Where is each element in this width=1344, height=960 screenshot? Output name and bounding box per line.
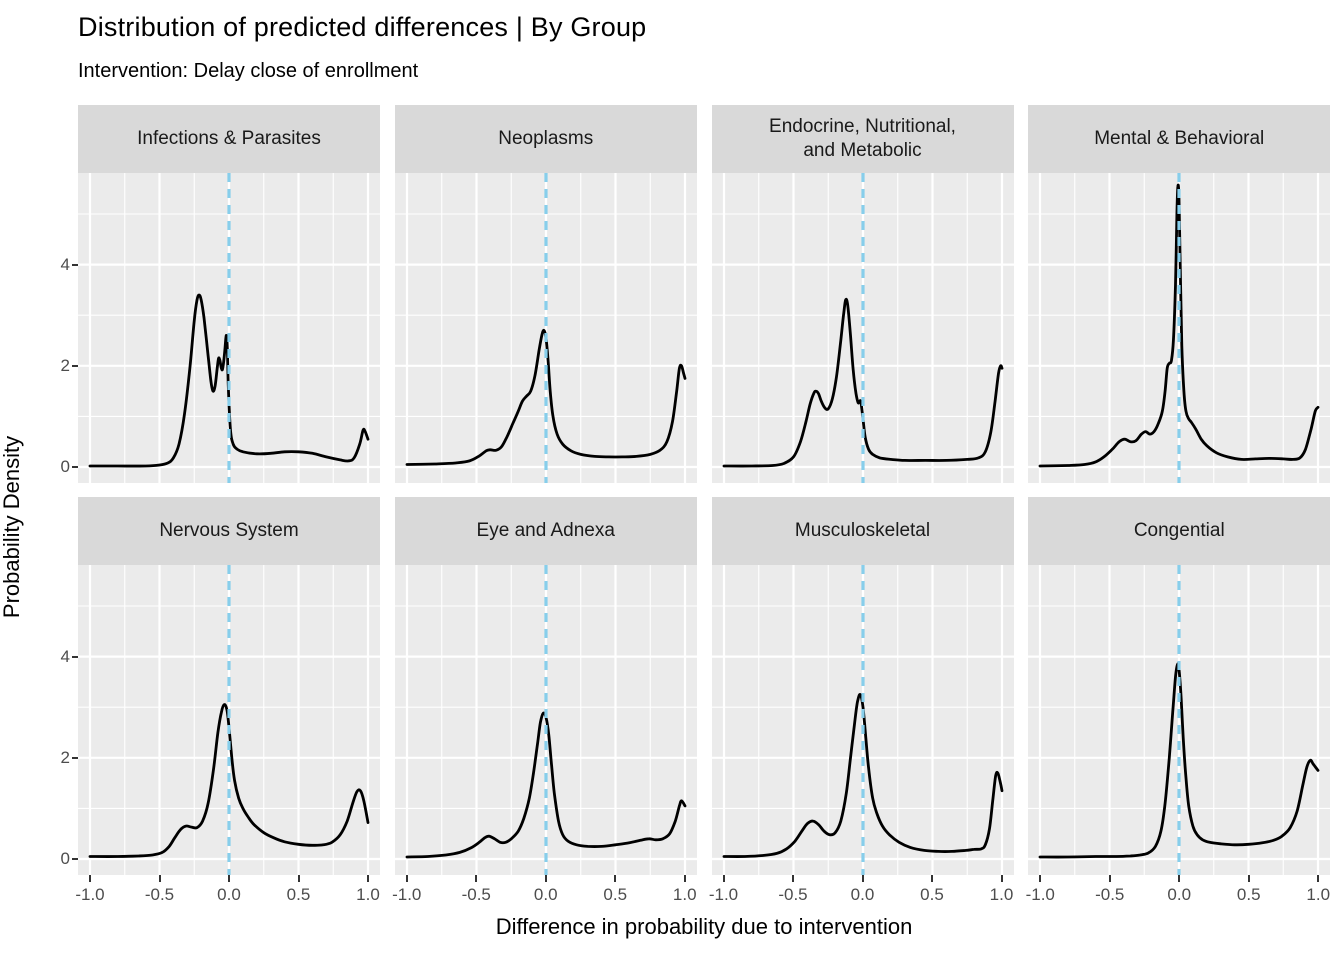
axis-tick-mark <box>931 875 933 882</box>
chart-subtitle: Intervention: Delay close of enrollment <box>78 60 419 82</box>
axis-tick-mark <box>475 875 478 882</box>
axis-tick-mark <box>544 875 547 882</box>
x-tick-label: 0.5 <box>1236 885 1261 904</box>
y-tick-label: 4 <box>60 646 70 666</box>
density-panel-nervous-system <box>78 565 380 875</box>
density-curve <box>1038 662 1320 859</box>
x-tick-label: -0.5 <box>1095 885 1125 904</box>
facet-strip-endocrine-nutritional-metabolic: Endocrine, Nutritional, and Metabolic <box>711 105 1014 173</box>
density-panel-musculoskeletal <box>711 565 1014 875</box>
facet-strip-label: Nervous System <box>159 520 299 542</box>
facet-strip-musculoskeletal: Musculoskeletal <box>711 497 1014 565</box>
density-panel-congential <box>1028 565 1331 875</box>
axis-tick-mark <box>158 875 161 882</box>
axis-tick-mark <box>861 875 864 882</box>
facet-strip-label: Endocrine, Nutritional, and Metabolic <box>769 116 956 161</box>
x-tick-label: 0.5 <box>286 885 311 904</box>
x-tick-label: 1.0 <box>989 885 1014 904</box>
x-tick-label: 0.0 <box>217 885 241 904</box>
x-tick-label: -1.0 <box>708 885 739 904</box>
density-panel-eye-and-adnexa <box>394 565 697 875</box>
axis-tick-mark <box>72 756 78 759</box>
density-panel-infections-parasites <box>78 173 380 483</box>
x-tick-label: 1.0 <box>356 885 380 904</box>
x-tick-label: -0.5 <box>778 885 808 904</box>
y-tick-label: 2 <box>60 355 70 375</box>
x-tick-label: 0.5 <box>603 885 628 904</box>
axis-tick-mark <box>72 263 78 266</box>
x-axis-title: Difference in probability due to interve… <box>495 914 913 939</box>
density-panel-neoplasms <box>394 173 697 483</box>
density-curve <box>88 703 370 858</box>
axis-tick-mark <box>297 875 300 882</box>
y-tick-label: 4 <box>60 254 70 274</box>
x-tick-label: -0.5 <box>461 885 491 904</box>
y-axis-title: Probability Density <box>0 435 24 619</box>
density-panel-mental-behavioral <box>1028 173 1331 483</box>
axis-tick-mark <box>792 875 794 882</box>
axis-tick-mark <box>72 858 78 860</box>
y-tick-label: 0 <box>60 457 70 476</box>
axis-tick-mark <box>72 466 78 468</box>
facet-strip-label: Infections & Parasites <box>137 128 321 150</box>
axis-tick-mark <box>1247 875 1250 882</box>
x-tick-label: 1.0 <box>672 885 697 904</box>
x-tick-label: 1.0 <box>1306 885 1331 904</box>
density-curve <box>722 693 1003 858</box>
facet-strip-label: Musculoskeletal <box>794 520 931 542</box>
density-curve <box>405 711 687 859</box>
x-tick-label: 0.0 <box>850 885 875 904</box>
facet-strip-nervous-system: Nervous System <box>78 497 380 565</box>
axis-tick-mark <box>722 875 725 882</box>
facet-strip-neoplasms: Neoplasms <box>394 105 697 173</box>
facet-strip-mental-behavioral: Mental & Behavioral <box>1028 105 1331 173</box>
axis-tick-mark <box>405 875 408 882</box>
x-tick-label: 0.0 <box>533 885 558 904</box>
facet-strip-label: Mental & Behavioral <box>1094 128 1265 150</box>
axis-tick-mark <box>614 875 617 882</box>
axis-tick-mark <box>367 875 369 882</box>
chart-title: Distribution of predicted differences | … <box>78 12 647 42</box>
facet-strip-congential: Congential <box>1028 497 1331 565</box>
facet-strip-label: Neoplasms <box>498 128 594 150</box>
axis-tick-mark <box>683 875 686 882</box>
y-tick-label: 0 <box>60 849 70 868</box>
axis-tick-mark <box>1108 875 1111 882</box>
density-curve <box>405 328 687 466</box>
x-tick-label: -1.0 <box>75 885 105 904</box>
axis-tick-mark <box>1039 875 1042 882</box>
facet-strip-eye-and-adnexa: Eye and Adnexa <box>394 497 697 565</box>
x-tick-label: -0.5 <box>144 885 175 904</box>
x-tick-label: -1.0 <box>392 885 422 904</box>
x-tick-label: -1.0 <box>1025 885 1055 904</box>
axis-tick-mark <box>72 655 78 658</box>
x-tick-label: 0.5 <box>920 885 944 904</box>
x-tick-label: 0.0 <box>1167 885 1192 904</box>
y-tick-label: 2 <box>60 747 70 767</box>
axis-tick-mark <box>72 364 78 367</box>
facet-strip-infections-parasites: Infections & Parasites <box>78 105 380 173</box>
density-curve <box>88 293 370 468</box>
axis-tick-mark <box>89 875 91 882</box>
density-curve <box>722 297 1003 468</box>
axis-tick-mark <box>228 875 230 882</box>
facet-strip-label: Congential <box>1133 520 1225 542</box>
density-panel-endocrine-nutritional-metabolic <box>711 173 1014 483</box>
facet-strip-label: Eye and Adnexa <box>476 520 615 542</box>
axis-tick-mark <box>1317 875 1320 882</box>
axis-tick-mark <box>1178 875 1181 882</box>
axis-tick-mark <box>1000 875 1003 882</box>
